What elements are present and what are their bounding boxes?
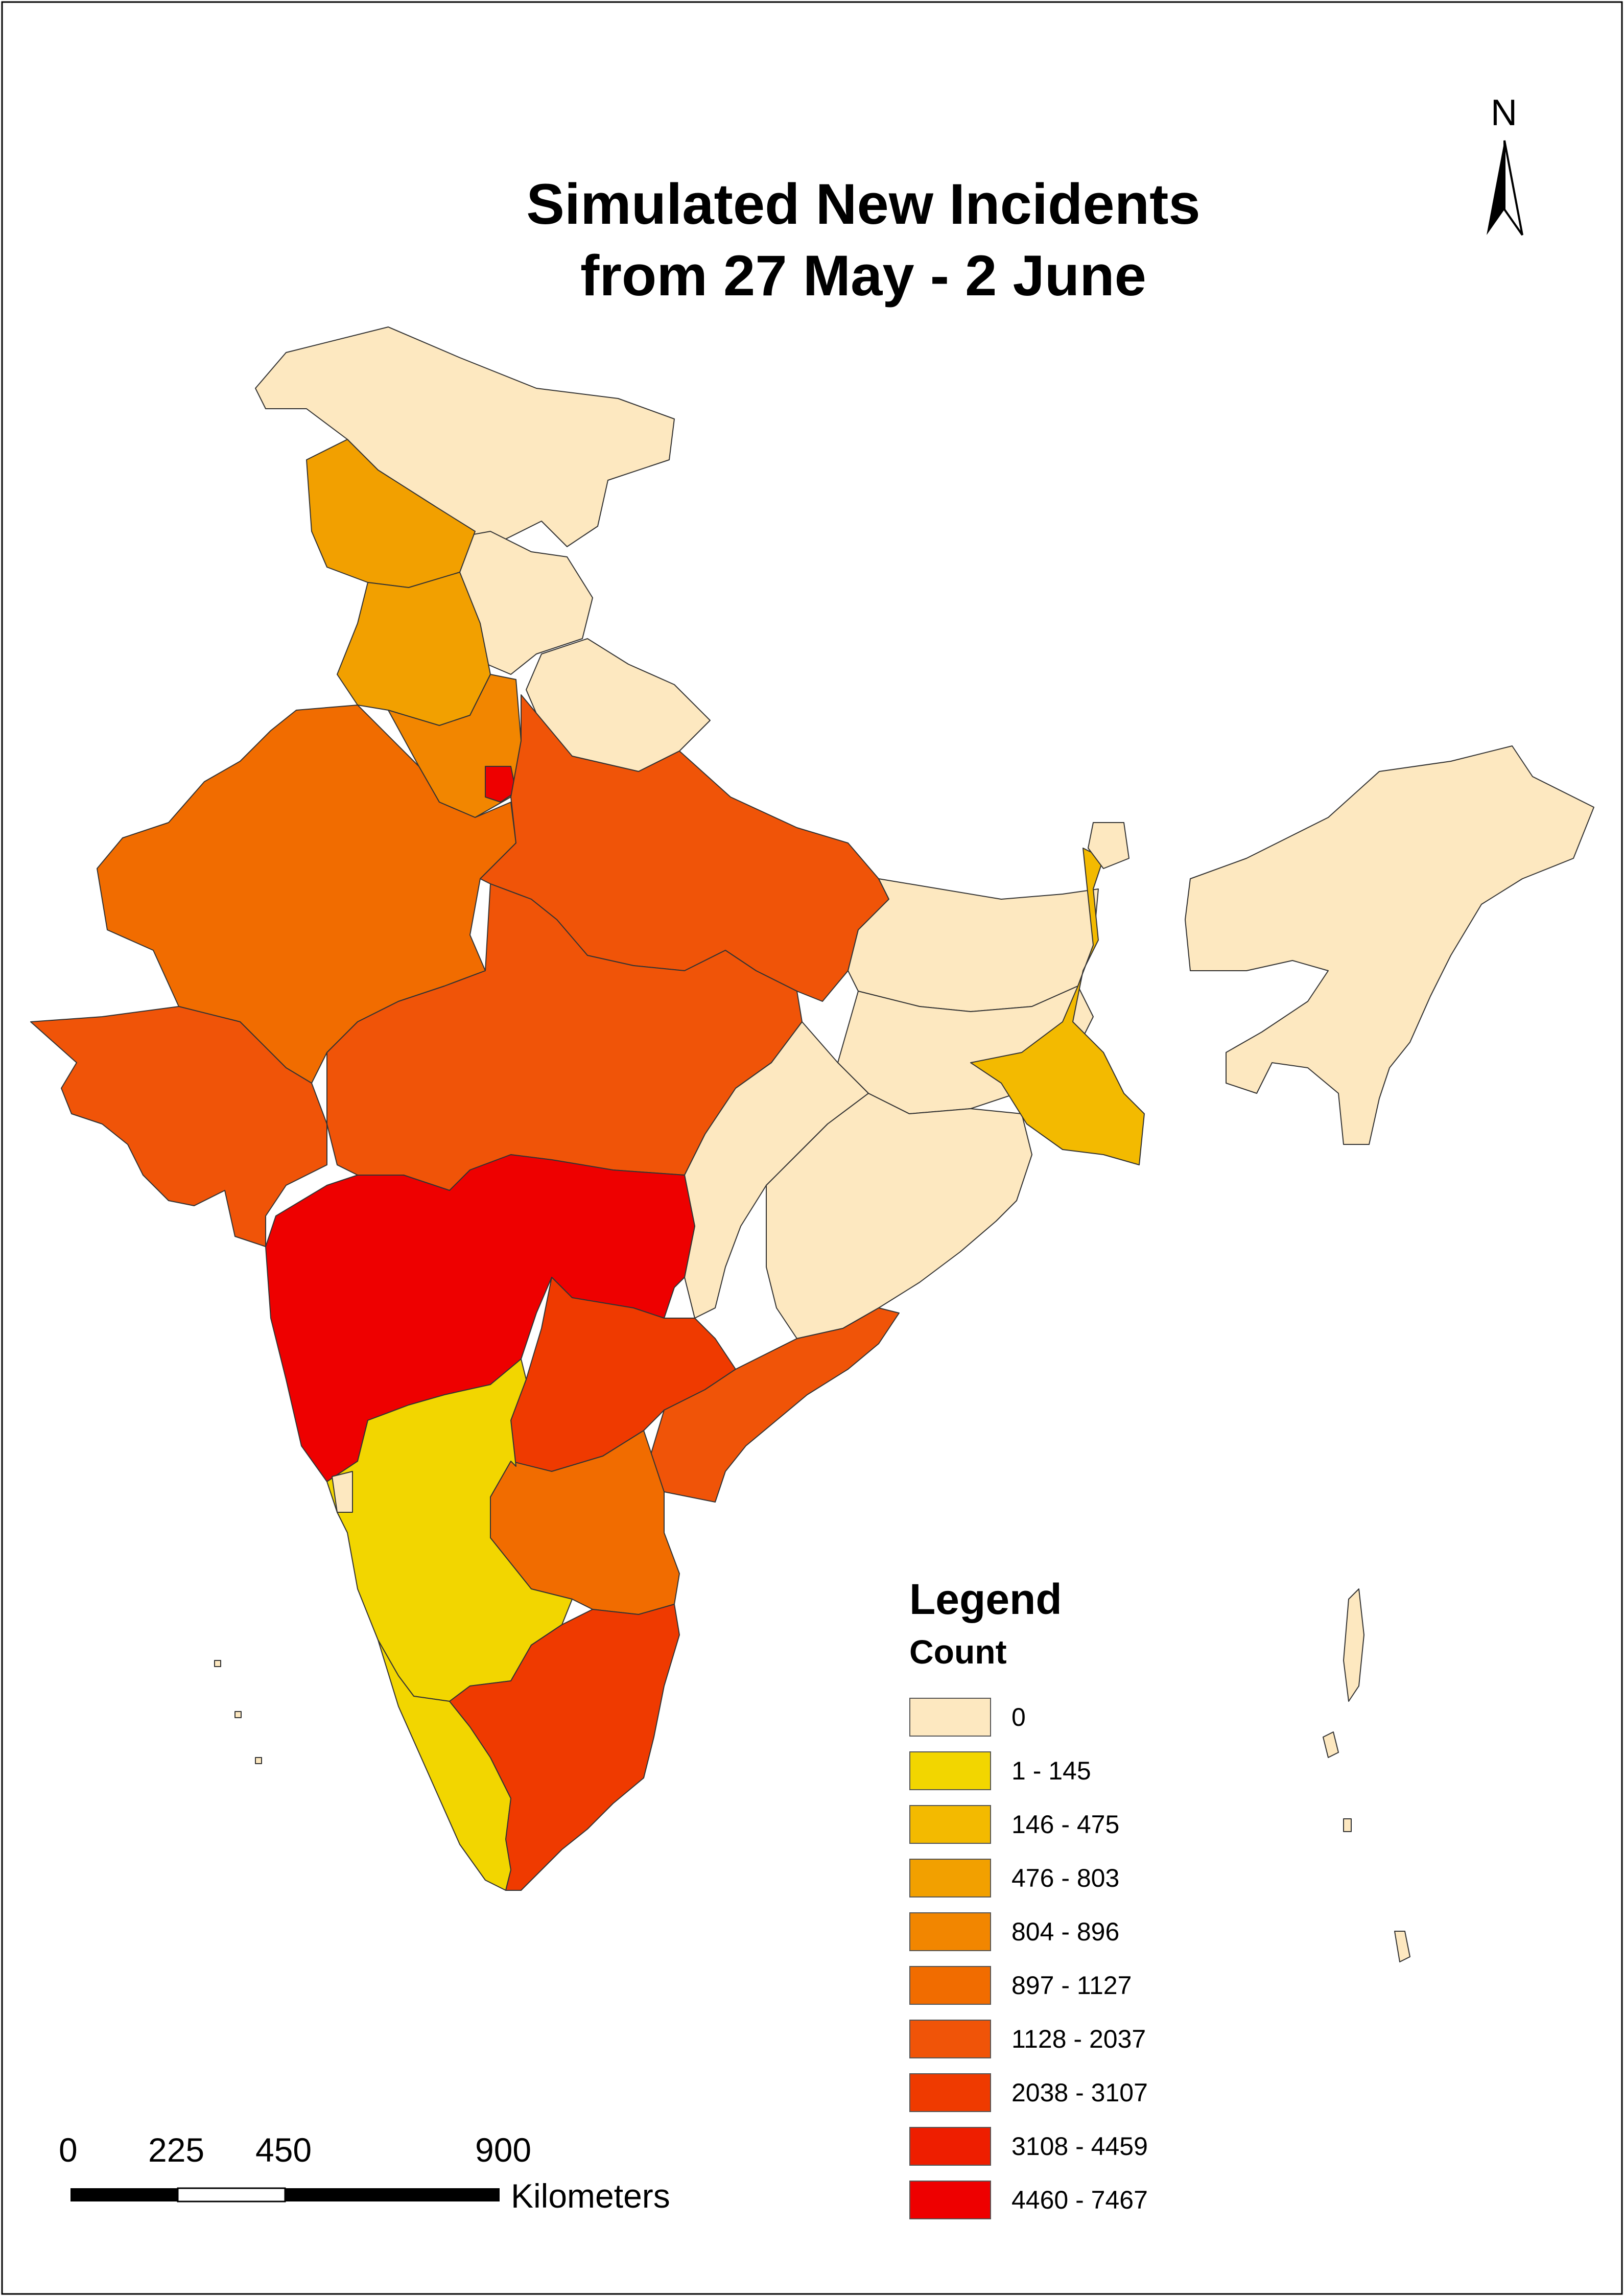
legend-swatch [909,1965,991,2005]
legend-item: 3108 - 4459 [909,2119,1267,2173]
region-tamil-nadu [449,1604,680,1891]
legend-title: Legend [909,1575,1062,1623]
legend-swatch [909,1912,991,1951]
legend-swatch [909,1751,991,1790]
north-label: N [1491,92,1517,133]
scale-bar-graphic [70,2187,500,2203]
region-west-bengal [970,848,1145,1165]
region-delhi [485,766,516,803]
scale-tick-900: 900 [475,2131,532,2169]
legend-label: 0 [1011,1702,1026,1731]
legend-item: 2038 - 3107 [909,2066,1267,2119]
legend-label: 146 - 475 [1011,1810,1120,1839]
region-lakshadweep [214,1660,262,1764]
legend-label: 804 - 896 [1011,1917,1120,1946]
region-andaman-and-nicobar-islands [1323,1588,1410,1962]
scale-bar: 0 225 450 900 Kilometers [56,2130,720,2217]
legend-item: 476 - 803 [909,1851,1267,1905]
region-goa [332,1471,353,1513]
legend-label: 4460 - 7467 [1011,2185,1148,2214]
india-map [30,326,1594,1962]
legend: Legend Count 0 1 - 145 146 - 475 476 - 803 8… [909,1574,1267,2227]
title-line-2: from 27 May - 2 June [580,244,1146,308]
legend-swatch [909,2073,991,2112]
legend-item: 1128 - 2037 [909,2012,1267,2066]
legend-item: 1 - 145 [909,1744,1267,1797]
legend-subtitle: Count [909,1633,1007,1671]
region-haryana [337,572,491,726]
legend-item: 897 - 1127 [909,1958,1267,2012]
title-line-1: Simulated New Incidents [526,172,1201,236]
scale-tick-450: 450 [255,2131,312,2169]
legend-swatch [909,1697,991,1737]
legend-label: 476 - 803 [1011,1863,1120,1892]
legend-item: 804 - 896 [909,1905,1267,1958]
scale-tick-0: 0 [59,2131,78,2169]
region-gujarat [30,1006,327,1247]
legend-swatch [909,2126,991,2166]
legend-swatch [909,2180,991,2219]
legend-swatch [909,1858,991,1897]
legend-label: 1 - 145 [1011,1756,1091,1785]
map-title: Simulated New Incidents from 27 May - 2 … [358,169,1369,312]
legend-item: 4460 - 7467 [909,2173,1267,2227]
region-chhattisgarh [684,1021,869,1319]
region-north-east [1185,745,1594,1145]
legend-item: 146 - 475 [909,1797,1267,1851]
scale-units: Kilometers [511,2177,670,2215]
legend-swatch [909,1805,991,1844]
region-sikkim [1088,822,1129,869]
legend-label: 1128 - 2037 [1011,2024,1146,2053]
north-arrow-icon [1487,140,1523,236]
scale-tick-225: 225 [148,2131,205,2169]
region-odisha [766,1093,1032,1339]
legend-label: 2038 - 3107 [1011,2078,1148,2107]
legend-items: 0 1 - 145 146 - 475 476 - 803 804 - 896 897 -… [909,1690,1267,2227]
legend-item: 0 [909,1690,1267,1744]
legend-swatch [909,2019,991,2058]
legend-label: 897 - 1127 [1011,1971,1132,2000]
legend-label: 3108 - 4459 [1011,2131,1148,2161]
